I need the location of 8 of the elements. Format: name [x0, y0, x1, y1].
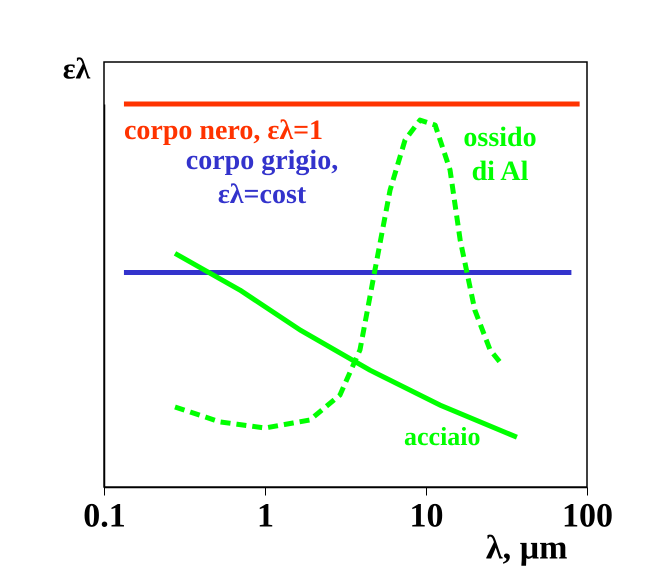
x-tick-label: 1 [257, 498, 274, 534]
series-label: acciaio [404, 422, 481, 451]
series-label: corpo nero, ελ=1 [124, 115, 324, 146]
y-axis-title: ελ [62, 52, 91, 86]
series-label: ossido di Al [463, 122, 537, 187]
text: corpo grigio, ελ=cost [186, 145, 338, 210]
x-tick-label: 10 [410, 498, 444, 534]
x-tick-label: 0.1 [83, 498, 126, 534]
